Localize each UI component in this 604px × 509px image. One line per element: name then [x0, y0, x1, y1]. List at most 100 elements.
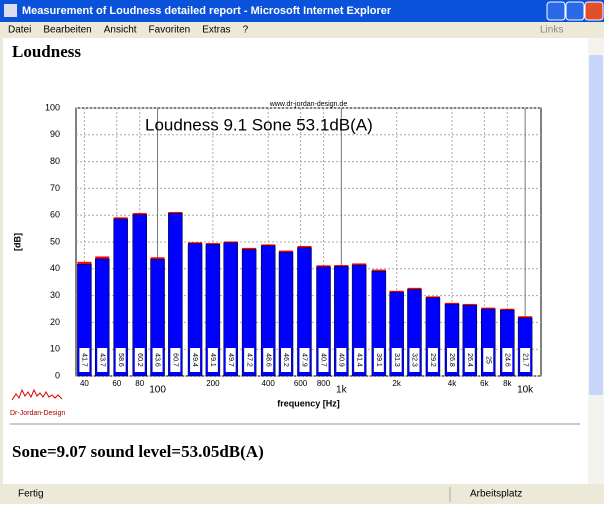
value-label: 24.6	[503, 353, 510, 367]
x-tick-label: 800	[317, 379, 331, 388]
bar	[297, 247, 312, 377]
bar	[205, 244, 221, 377]
status-zone: Arbeitsplatz	[470, 489, 522, 500]
value-label-box	[391, 348, 402, 372]
menu-item[interactable]: Bearbeiten	[43, 25, 91, 36]
title-bar	[0, 0, 604, 22]
app-icon	[4, 4, 17, 17]
y-axis-label: [dB]	[12, 233, 22, 251]
y-tick-label: 50	[50, 236, 60, 246]
value-label: 40.9	[337, 353, 344, 367]
y-tick-label: 100	[45, 102, 60, 112]
value-label: 49.7	[227, 353, 234, 367]
x-tick-label: 2k	[392, 379, 401, 388]
bar-cap	[371, 269, 386, 273]
x-tick-label: 4k	[448, 379, 457, 388]
value-label: 41.7	[81, 353, 88, 367]
value-label: 25	[484, 356, 491, 364]
maximize-button[interactable]	[565, 1, 585, 21]
value-label: 41.4	[355, 353, 362, 367]
value-label: 40.7	[320, 353, 327, 367]
value-label-box	[97, 348, 108, 372]
y-tick-label: 30	[50, 290, 60, 300]
value-label: 31.3	[393, 353, 400, 367]
y-tick-label: 40	[50, 263, 60, 273]
x-tick-label: 80	[135, 379, 144, 388]
value-label: 49.1	[209, 353, 216, 367]
value-label-box	[263, 348, 274, 372]
result-text: Sone=9.07 sound level=53.05dB(A)	[12, 442, 264, 461]
value-label-box	[207, 348, 218, 372]
value-label-box	[170, 348, 181, 372]
value-label-box	[354, 348, 365, 372]
bar-cap	[95, 256, 110, 260]
x-tick-label: 10k	[517, 385, 534, 396]
value-label-box	[373, 348, 384, 372]
bar	[113, 218, 128, 377]
menu-item[interactable]: Favoriten	[149, 25, 191, 36]
value-label-box	[520, 348, 531, 372]
value-label-box	[336, 348, 347, 372]
value-label-box	[190, 348, 201, 372]
value-label-box	[318, 348, 329, 372]
status-text: Fertig	[18, 489, 44, 500]
menu-item[interactable]: Ansicht	[104, 25, 137, 36]
value-label-box	[299, 348, 310, 372]
status-bar	[0, 485, 604, 504]
close-button[interactable]	[584, 1, 604, 21]
links-label[interactable]: Links	[540, 25, 563, 36]
bar	[150, 258, 165, 377]
bar-cap	[352, 263, 367, 267]
value-label: 48.6	[264, 353, 271, 367]
scrollbar-thumb[interactable]	[589, 55, 603, 395]
value-label-box	[483, 348, 494, 372]
bar	[223, 242, 238, 377]
value-label-box	[446, 348, 457, 372]
value-label: 49.4	[191, 353, 198, 367]
watermark: www.dr-jordan-design.de	[269, 101, 348, 108]
x-tick-label: 1k	[336, 385, 348, 396]
value-label: 46.2	[282, 353, 289, 367]
value-label: 43.7	[98, 353, 105, 367]
menu: Datei Bearbeiten Ansicht Favoriten Extras?	[8, 25, 249, 36]
bar-cap	[518, 316, 533, 319]
x-tick-label: 400	[262, 379, 276, 388]
value-label-box	[409, 348, 420, 372]
x-tick-label: 60	[112, 379, 121, 388]
bar-cap	[113, 217, 128, 220]
value-label: 39.1	[375, 353, 382, 367]
bar-cap	[316, 265, 331, 268]
value-label-box	[244, 348, 255, 372]
value-label: 60.2	[136, 353, 143, 367]
window-title: Measurement of Loudness detailed report …	[22, 5, 392, 17]
x-tick-label: 40	[80, 379, 89, 388]
bar	[94, 258, 110, 377]
value-label: 60.7	[172, 353, 179, 367]
x-tick-label: 200	[206, 379, 220, 388]
y-tick-label: 10	[50, 344, 60, 354]
menu-item[interactable]: Extras	[202, 25, 230, 36]
value-label: 26.4	[466, 353, 473, 367]
y-tick-label: 20	[50, 317, 60, 327]
bar	[132, 214, 147, 377]
menu-item[interactable]: Datei	[8, 25, 31, 36]
value-label: 47.2	[245, 353, 252, 367]
bar-cap	[242, 247, 257, 251]
menu-bar	[0, 22, 604, 38]
minimize-button[interactable]	[546, 1, 566, 21]
bar	[260, 245, 276, 377]
value-label-box	[79, 348, 90, 372]
menu-item[interactable]: ?	[243, 25, 249, 36]
value-label: 26.8	[448, 353, 455, 367]
value-label-box	[152, 348, 163, 372]
value-label-box	[427, 348, 438, 372]
bar-cap	[77, 261, 92, 266]
x-tick-label: 8k	[503, 379, 512, 388]
value-label-box	[115, 348, 126, 372]
chart-title: Loudness 9.1 Sone 53.1dB(A)	[145, 115, 373, 134]
page-heading: Loudness	[12, 42, 81, 61]
bar	[187, 243, 203, 377]
value-label: 58.6	[117, 353, 124, 367]
